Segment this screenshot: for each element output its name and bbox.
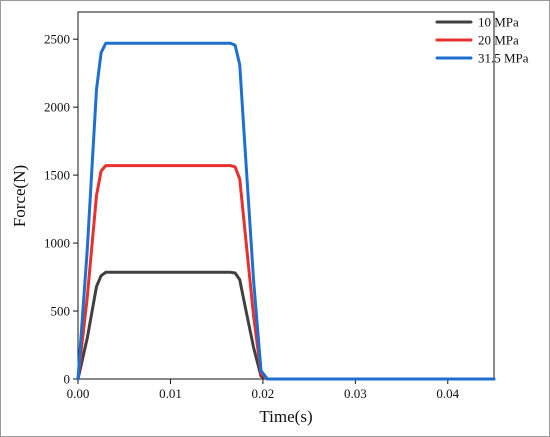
x-tick-label: 0.01 (159, 386, 182, 401)
legend: 10 MPa 20 MPa 31.5 MPa (435, 15, 529, 66)
y-tick-label: 0 (64, 372, 71, 387)
y-tick-label: 1000 (44, 236, 70, 251)
x-tick-label: 0.00 (67, 386, 90, 401)
legend-label: 10 MPa (478, 15, 519, 30)
series-line-0 (76, 270, 496, 381)
x-tick-label: 0.03 (344, 386, 367, 401)
y-tick-label: 2000 (44, 100, 70, 115)
legend-label: 31.5 MPa (478, 51, 529, 66)
x-axis-title: Time(s) (259, 407, 312, 426)
axes (77, 11, 495, 380)
y-axis-title: Force(N) (10, 165, 29, 227)
y-tick-label: 500 (51, 304, 71, 319)
x-tick-label: 0.02 (252, 386, 275, 401)
y-tick-label: 2500 (44, 32, 70, 47)
series-line-2 (76, 41, 496, 381)
series-lines (76, 41, 496, 381)
x-tick-label: 0.04 (436, 386, 459, 401)
y-tick-label: 1500 (44, 168, 70, 183)
plot-area (77, 11, 495, 380)
x-axis-ticks: 0.00 0.01 0.02 0.03 0.04 (67, 379, 460, 401)
legend-label: 20 MPa (478, 33, 519, 48)
y-axis-ticks: 0 500 1000 1500 2000 2500 (44, 32, 78, 387)
